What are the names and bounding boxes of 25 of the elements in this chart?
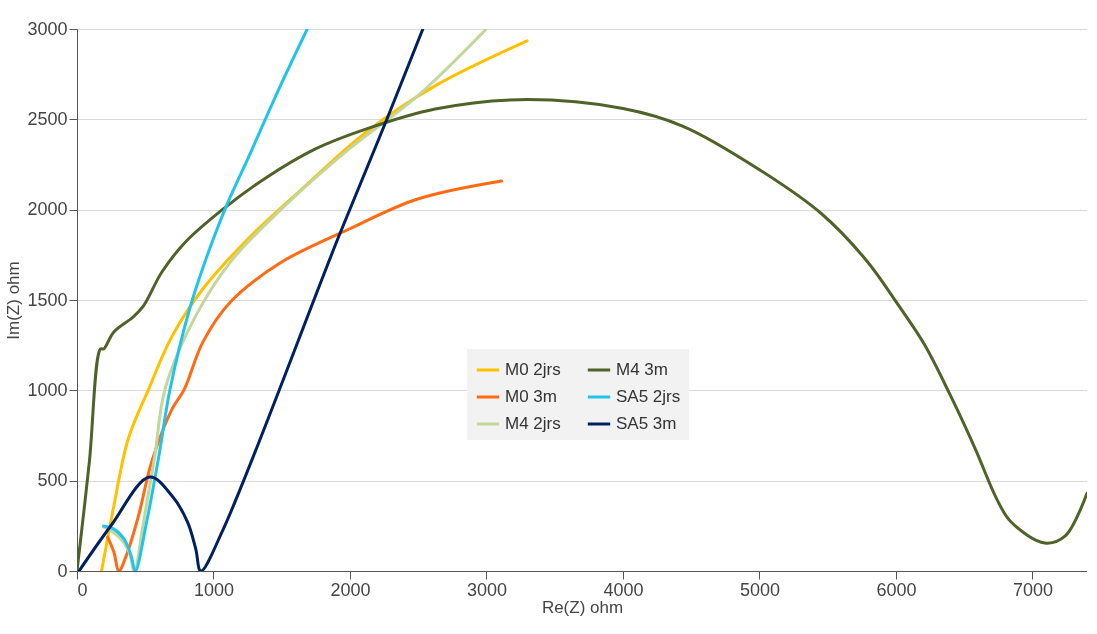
y-tick-label: 500 bbox=[37, 470, 68, 491]
legend-label: SA5 3m bbox=[616, 414, 677, 433]
legend-label: M0 2jrs bbox=[505, 360, 561, 379]
line-series bbox=[106, 179, 504, 571]
x-tick-label: 6000 bbox=[876, 579, 917, 600]
y-tick-label: 3000 bbox=[27, 18, 68, 39]
x-tick-label: 2000 bbox=[330, 579, 371, 600]
legend-label: M4 3m bbox=[616, 360, 668, 379]
y-tick-label: 1000 bbox=[27, 379, 68, 400]
y-tick-label: 1500 bbox=[27, 289, 68, 310]
x-tick-label: 0 bbox=[77, 579, 88, 600]
legend-label: M4 2jrs bbox=[505, 414, 561, 433]
x-tick-label: 1000 bbox=[193, 579, 235, 600]
y-tick-label: 0 bbox=[57, 560, 68, 581]
y-axis-title: Im(Z) ohm bbox=[4, 261, 24, 340]
y-tick-label: 2000 bbox=[27, 199, 68, 220]
y-tick-label: 2500 bbox=[27, 108, 68, 129]
legend-label: SA5 2jrs bbox=[616, 387, 681, 406]
legend-label: M0 3m bbox=[505, 387, 557, 406]
x-tick-label: 7000 bbox=[1012, 579, 1053, 600]
x-tick-label: 5000 bbox=[739, 579, 780, 600]
line-series bbox=[102, 29, 309, 571]
x-tick-label: 3000 bbox=[466, 579, 507, 600]
x-axis-title: Re(Z) ohm bbox=[541, 597, 624, 617]
x-tick-label: 4000 bbox=[603, 579, 644, 600]
